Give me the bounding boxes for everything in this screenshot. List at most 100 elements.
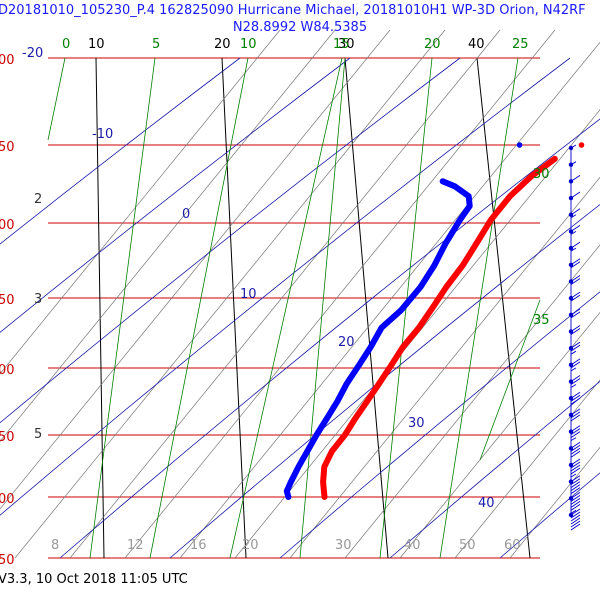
wind-barb-22-flag-4 bbox=[570, 520, 581, 528]
wind-barb-5-flag-0 bbox=[570, 225, 581, 232]
isotherm-2 bbox=[344, 57, 389, 559]
moist-adiabat-7 bbox=[389, 380, 600, 559]
pressure-label-0: 00 bbox=[0, 53, 15, 68]
dry-adiabat-2 bbox=[0, 29, 391, 510]
pressure-label-6: 00 bbox=[0, 492, 15, 507]
wind-barb-22-flag-5 bbox=[570, 523, 581, 531]
wind-barb-13-flag-1 bbox=[570, 361, 581, 369]
wind-barb-13-half bbox=[570, 367, 577, 372]
mixing-ratio-2 bbox=[149, 57, 249, 559]
mixing-ratio-label-2: 10 bbox=[240, 37, 257, 52]
height-label-2: 5 bbox=[34, 427, 42, 442]
moist-adiabat-lines bbox=[0, 57, 600, 559]
wind-barb-19-flag-1 bbox=[570, 461, 581, 469]
wind-barb-16-flag-0 bbox=[570, 408, 581, 416]
wind-barb-18-flag-2 bbox=[570, 447, 581, 455]
dry-adiabat-11 bbox=[454, 379, 600, 559]
isotherm-label-0: -20 bbox=[22, 46, 43, 61]
isotherm-lines bbox=[95, 57, 531, 559]
wind-barb-12-flag-0 bbox=[570, 341, 581, 349]
pressure-label-1: 50 bbox=[0, 140, 15, 155]
moist-adiabat-label-2: 10 bbox=[240, 287, 257, 302]
wind-barb-20-flag-0 bbox=[570, 475, 581, 483]
wind-barb-16-flag-1 bbox=[570, 411, 581, 419]
moist-adiabat-label-3: 20 bbox=[338, 335, 355, 350]
dry-adiabat-6 bbox=[179, 41, 600, 559]
wind-barb-11-flag-0 bbox=[570, 325, 581, 332]
wind-barb-21-flag-0 bbox=[570, 491, 581, 499]
dry-adiabat-lines bbox=[0, 29, 600, 559]
bottom-axis-label-4: 30 bbox=[335, 538, 352, 553]
wind-barb-21-flag-3 bbox=[570, 500, 581, 508]
moist-adiabat-label-4: 30 bbox=[408, 416, 425, 431]
wind-barb-column bbox=[568, 144, 581, 531]
moist-adiabat-8 bbox=[499, 472, 600, 559]
wind-barb-10-flag-1 bbox=[570, 311, 581, 319]
wind-barb-14-half bbox=[570, 384, 577, 388]
wind-barb-20-flag-2 bbox=[570, 481, 581, 489]
wind-barb-20-flag-4 bbox=[570, 487, 581, 495]
bottom-axis-label-1: 12 bbox=[127, 538, 144, 553]
dry-adiabat-12 bbox=[509, 446, 600, 559]
bottom-axis-label-2: 16 bbox=[190, 538, 207, 553]
bottom-axis-label-5: 40 bbox=[404, 538, 421, 553]
height-label-0: 2 bbox=[34, 192, 42, 207]
mixing-ratio-6 bbox=[439, 57, 519, 559]
wind-barb-14-flag-0 bbox=[570, 375, 581, 382]
mixing-ratio-label-1: 5 bbox=[152, 37, 160, 52]
dry-adiabat-5 bbox=[124, 29, 556, 559]
mixing-ratio-4 bbox=[299, 57, 346, 559]
wind-barb-22-flag-3 bbox=[570, 517, 581, 525]
wind-barb-18-flag-3 bbox=[570, 450, 581, 458]
wind-barb-18-flag-1 bbox=[570, 444, 581, 452]
wind-barb-15-flag-1 bbox=[570, 394, 581, 402]
sounding-traces bbox=[283, 142, 585, 500]
isotherm-label-4: 40 bbox=[468, 37, 485, 52]
wind-barb-19-half bbox=[570, 473, 577, 478]
mixing-ratio-label-4: 20 bbox=[424, 37, 441, 52]
dewpoint-trace bbox=[283, 178, 473, 500]
moist-adiabat-1 bbox=[0, 57, 351, 333]
moist-adiabat-label-1: 0 bbox=[182, 207, 190, 222]
wind-barb-10-flag-0 bbox=[570, 308, 581, 316]
mixing-ratio-lines bbox=[47, 57, 541, 559]
pressure-label-2: 00 bbox=[0, 218, 15, 233]
wind-barb-4-half bbox=[570, 214, 577, 219]
moist-adiabat-0 bbox=[0, 57, 241, 245]
wind-barb-7-flag-0 bbox=[570, 258, 581, 266]
mixing-ratio-7 bbox=[479, 299, 541, 461]
wind-barb-15-flag-0 bbox=[570, 391, 581, 399]
wind-barb-18-flag-0 bbox=[570, 441, 581, 449]
temperature-marker-0 bbox=[578, 142, 585, 148]
wind-barb-9-flag-0 bbox=[570, 291, 581, 299]
wind-barb-21-half bbox=[570, 509, 577, 514]
mixing-ratio-label-3: 15 bbox=[333, 37, 350, 52]
wind-barb-17-flag-2 bbox=[570, 431, 581, 438]
pressure-label-5: 50 bbox=[0, 430, 15, 445]
dry-adiabat-10 bbox=[399, 311, 600, 559]
wind-barb-0-half bbox=[570, 144, 577, 149]
moist-adiabat-3 bbox=[0, 57, 571, 516]
dry-adiabat-7 bbox=[234, 109, 600, 559]
wind-barb-1-half bbox=[570, 161, 577, 166]
wind-barb-20-flag-3 bbox=[570, 484, 581, 492]
pressure-label-3: 50 bbox=[0, 293, 15, 308]
dry-adiabat-1 bbox=[0, 29, 336, 442]
wind-barb-16-flag-2 bbox=[570, 414, 581, 422]
dry-adiabat-8 bbox=[289, 176, 600, 559]
mixing-ratio-0 bbox=[47, 57, 66, 141]
temperature-trace bbox=[320, 155, 558, 500]
chart-title: D20181010_105230_P.4 162825090 Hurricane… bbox=[0, 3, 586, 18]
wind-barb-6-half bbox=[570, 247, 577, 252]
wind-barb-20-flag-1 bbox=[570, 478, 581, 486]
wind-barb-22-flag-1 bbox=[570, 511, 581, 519]
wind-barb-3-flag-0 bbox=[570, 191, 581, 199]
moist-adiabat-5 bbox=[169, 203, 600, 559]
wind-barb-15-flag-2 bbox=[570, 397, 581, 405]
dry-adiabat-4 bbox=[69, 29, 501, 559]
wind-barb-12-half bbox=[570, 350, 577, 355]
wind-barb-19-flag-2 bbox=[570, 464, 581, 472]
mixing-ratio-3 bbox=[229, 57, 343, 559]
chart-subtitle: N28.8992 W84.5385 bbox=[233, 20, 367, 35]
wind-barb-5-half bbox=[570, 231, 577, 235]
